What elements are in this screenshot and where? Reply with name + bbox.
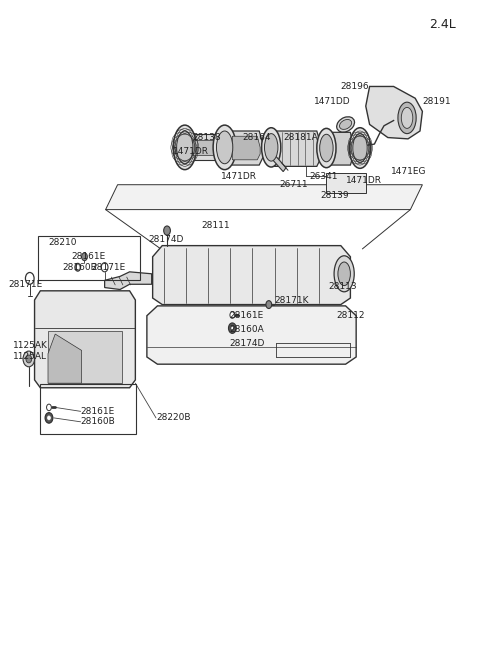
Polygon shape	[229, 131, 263, 165]
Polygon shape	[232, 136, 260, 160]
Circle shape	[23, 351, 35, 367]
Text: 1125AK: 1125AK	[13, 341, 48, 350]
Text: 28161E: 28161E	[81, 407, 115, 416]
Ellipse shape	[349, 128, 371, 168]
Text: 28160B: 28160B	[81, 417, 115, 426]
Text: 1471DD: 1471DD	[314, 97, 351, 106]
Text: 28139: 28139	[321, 191, 349, 200]
Circle shape	[228, 323, 236, 333]
Text: 28111: 28111	[202, 221, 230, 230]
Text: 28174D: 28174D	[149, 234, 184, 244]
Text: 2.4L: 2.4L	[430, 18, 456, 31]
Ellipse shape	[334, 256, 354, 292]
Ellipse shape	[320, 134, 333, 162]
Polygon shape	[35, 291, 135, 388]
Polygon shape	[330, 132, 353, 165]
Polygon shape	[106, 185, 422, 210]
Polygon shape	[147, 306, 356, 364]
Ellipse shape	[264, 134, 278, 161]
Text: 28112: 28112	[336, 310, 364, 320]
Polygon shape	[366, 86, 422, 139]
Text: 28220B: 28220B	[156, 413, 191, 422]
Text: 1471DR: 1471DR	[221, 172, 257, 181]
Text: 28210: 28210	[48, 238, 76, 247]
Polygon shape	[48, 334, 82, 383]
Text: 1471DR: 1471DR	[346, 176, 382, 185]
Text: 28174D: 28174D	[229, 339, 265, 348]
Polygon shape	[275, 131, 321, 166]
Text: 26711: 26711	[279, 180, 308, 189]
Polygon shape	[192, 140, 216, 155]
Circle shape	[231, 326, 234, 330]
Polygon shape	[273, 156, 286, 172]
Ellipse shape	[177, 131, 193, 164]
Ellipse shape	[401, 107, 413, 128]
Text: 28171E: 28171E	[91, 263, 125, 272]
Circle shape	[230, 312, 235, 318]
Text: 1471DR: 1471DR	[173, 147, 209, 157]
Circle shape	[266, 301, 272, 309]
Text: 28138: 28138	[192, 133, 221, 142]
Polygon shape	[105, 272, 152, 290]
Ellipse shape	[262, 128, 281, 167]
Circle shape	[82, 253, 87, 261]
Text: 28160A: 28160A	[229, 325, 264, 334]
Circle shape	[164, 226, 170, 235]
Text: 28161E: 28161E	[229, 310, 264, 320]
Ellipse shape	[339, 119, 352, 130]
Text: 28171E: 28171E	[9, 280, 43, 289]
Circle shape	[76, 265, 79, 269]
Bar	[326, 173, 366, 193]
Ellipse shape	[173, 125, 196, 170]
Circle shape	[26, 355, 32, 363]
Ellipse shape	[353, 134, 367, 162]
Text: 28160B: 28160B	[62, 263, 97, 272]
Text: 28161E: 28161E	[71, 252, 105, 261]
Circle shape	[45, 413, 53, 423]
Text: 28164: 28164	[242, 133, 271, 142]
Text: 28181A: 28181A	[283, 133, 318, 142]
Polygon shape	[153, 246, 350, 305]
Ellipse shape	[213, 125, 236, 170]
Circle shape	[48, 416, 50, 420]
Text: 28113: 28113	[329, 282, 358, 291]
Text: 26341: 26341	[310, 172, 338, 181]
Circle shape	[47, 404, 51, 411]
Text: 28171K: 28171K	[275, 296, 309, 305]
Ellipse shape	[338, 262, 350, 286]
Ellipse shape	[336, 117, 355, 132]
Ellipse shape	[216, 131, 233, 164]
Text: 1125AL: 1125AL	[13, 352, 48, 361]
Text: 1471EG: 1471EG	[391, 167, 427, 176]
Circle shape	[75, 263, 81, 271]
Polygon shape	[48, 331, 122, 383]
Text: 28196: 28196	[341, 82, 370, 91]
Ellipse shape	[398, 102, 416, 134]
Bar	[38, 236, 140, 280]
Polygon shape	[190, 134, 218, 160]
Ellipse shape	[317, 128, 336, 168]
Bar	[40, 384, 136, 434]
Text: 28191: 28191	[422, 97, 451, 106]
